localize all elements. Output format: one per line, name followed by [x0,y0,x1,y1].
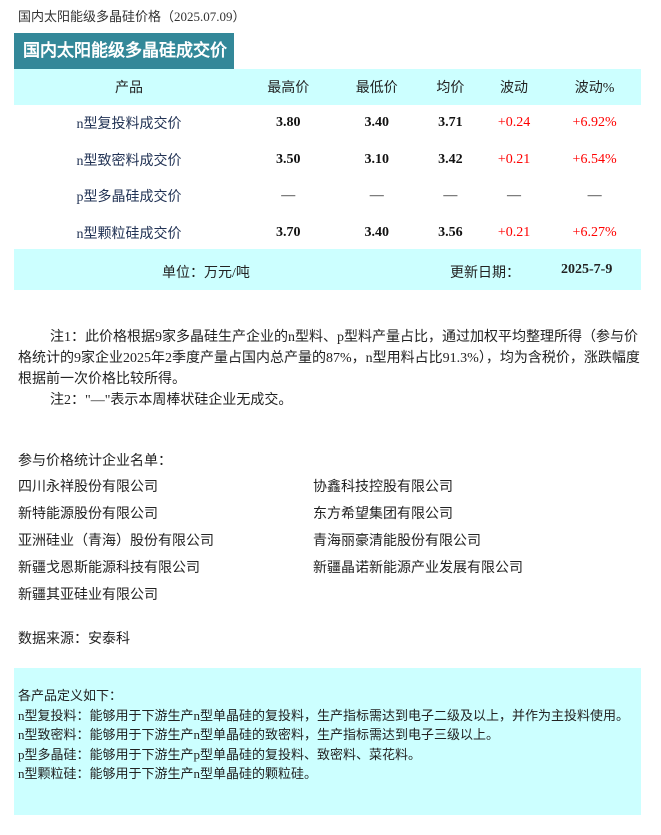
high-cell: 3.50 [275,151,301,167]
company-item: 东方希望集团有限公司 [313,507,453,522]
low-cell: — [369,188,384,204]
low-cell: 3.40 [364,224,389,240]
change-pct-cell: +6.92% [572,115,617,131]
companies-title: 参与价格统计企业名单： [18,454,172,469]
update-date: 2025-7-9 [561,262,613,277]
high-cell: 3.80 [275,115,301,131]
change-cell: — [507,188,522,204]
col-avg: 均价 [436,81,465,96]
table-row: n型复投料成交价 3.80 3.40 3.71 +0.24 +6.92% [14,105,641,142]
change-pct-cell: +6.27% [572,224,617,240]
product-cell: n型复投料成交价 [76,117,182,133]
col-change: 波动 [500,81,529,96]
change-cell: +0.24 [497,115,531,131]
change-cell: +0.21 [497,151,531,167]
table-row: n型颗粒硅成交价 3.70 3.40 3.56 +0.21 +6.27% [14,215,641,252]
note-1: 注1：此价格根据9家多晶硅生产企业的n型料、p型料产量占比，通过加权平均整理所得… [18,330,640,387]
low-cell: 3.40 [364,115,389,131]
definition-item: n型颗粒硅：能够用于下游生产n型单晶硅的颗粒硅。 [18,766,318,781]
avg-cell: 3.56 [438,224,463,240]
company-item: 新疆晶诺新能源产业发展有限公司 [313,561,523,576]
note-2: 注2："—"表示本周棒状硅企业无成交。 [50,393,293,408]
col-low: 最低价 [355,81,398,96]
high-cell: 3.70 [275,224,301,240]
company-item: 青海丽豪清能股份有限公司 [313,534,481,549]
avg-cell: 3.71 [438,115,463,131]
product-cell: n型颗粒硅成交价 [76,226,182,242]
high-cell: — [281,188,296,204]
avg-cell: — [443,188,458,204]
definitions-title: 各产品定义如下： [18,688,123,703]
table-row: p型多晶硅成交价 — — — — — [14,178,641,215]
company-item: 协鑫科技控股有限公司 [313,480,453,495]
col-product: 产品 [115,81,143,96]
definitions-box: 各产品定义如下： n型复投料：能够用于下游生产n型单晶硅的复投料，生产指标需达到… [14,668,641,815]
product-cell: p型多晶硅成交价 [76,190,182,206]
company-item: 新特能源股份有限公司 [18,507,158,522]
col-high: 最高价 [267,81,310,96]
product-cell: n型致密料成交价 [76,153,182,169]
change-cell: +0.21 [497,224,531,240]
unit-label: 单位：万元/吨 [162,266,250,281]
update-label: 更新日期： [450,266,520,281]
table-footer: 单位：万元/吨 更新日期： 2025-7-9 [14,249,641,290]
company-item: 四川永祥股份有限公司 [18,480,158,495]
change-pct-cell: — [587,188,602,204]
company-item: 新疆戈恩斯能源科技有限公司 [18,561,200,576]
company-item: 新疆其亚硅业有限公司 [18,588,158,603]
company-item: 亚洲硅业（青海）股份有限公司 [18,534,214,549]
page-title: 国内太阳能级多晶硅价格（2025.07.09） [18,9,246,24]
definition-item: p型多晶硅：能够用于下游生产p型单晶硅的复投料、致密料、菜花料。 [18,746,422,762]
change-pct-cell: +6.54% [572,151,617,167]
data-source: 数据来源：安泰科 [18,632,130,647]
definition-item: n型复投料：能够用于下游生产n型单晶硅的复投料，生产指标需达到电子二级及以上，并… [18,707,630,723]
table-header-row: 产品 最高价 最低价 均价 波动 波动% [14,69,641,105]
price-table: 产品 最高价 最低价 均价 波动 波动% n型复投料成交价 3.80 3.40 3.7… [14,69,641,251]
col-change-pct: 波动% [574,81,615,96]
section-tab: 国内太阳能级多晶硅成交价 [14,33,234,69]
low-cell: 3.10 [364,151,389,167]
table-row: n型致密料成交价 3.50 3.10 3.42 +0.21 +6.54% [14,142,641,179]
definition-item: n型致密料：能够用于下游生产n型单晶硅的致密料，生产指标需达到电子三级以上。 [18,727,500,742]
avg-cell: 3.42 [438,151,463,167]
